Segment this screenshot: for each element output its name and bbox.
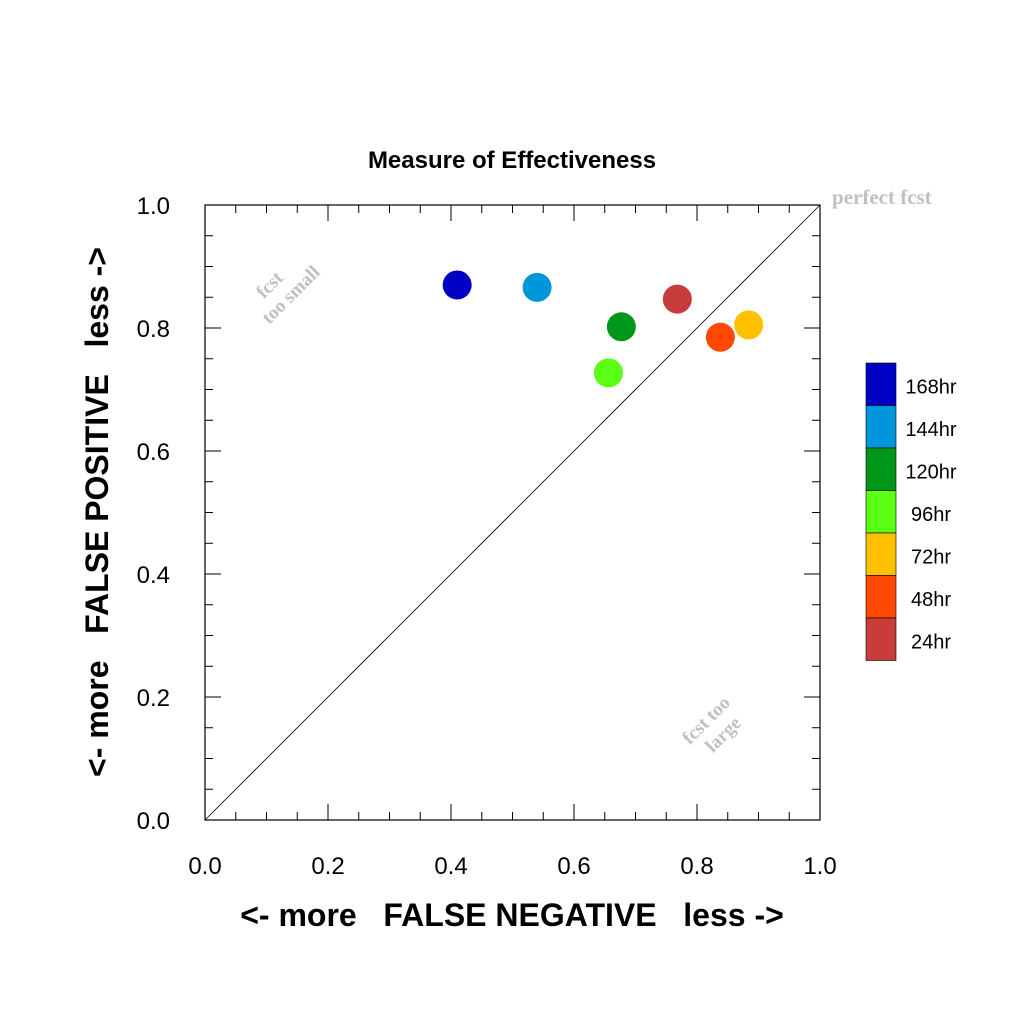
x-tick-label: 0.6 — [557, 853, 590, 880]
diagonal-reference-line — [204, 204, 821, 821]
x-tick-label: 0.8 — [680, 853, 713, 880]
point-168hr — [442, 270, 472, 300]
y-tick-label: 0.0 — [137, 808, 170, 835]
point-24hr — [662, 284, 692, 314]
x-tick-label: 0.2 — [311, 853, 344, 880]
legend-label-48hr: 48hr — [911, 589, 951, 611]
x-tick-label: 0.0 — [188, 853, 221, 880]
legend-swatch-48hr — [865, 575, 897, 619]
legend-label-24hr: 24hr — [911, 631, 951, 653]
legend-swatch-168hr — [865, 362, 897, 406]
y-tick-label: 0.8 — [137, 316, 170, 343]
legend-label-144hr: 144hr — [905, 419, 956, 441]
data-points — [442, 270, 764, 388]
y-tick-label: 0.4 — [137, 562, 170, 589]
legend-swatch-24hr — [865, 617, 897, 661]
legend-label-72hr: 72hr — [911, 546, 951, 568]
legend: 168hr 144hr 120hr 96hr 72hr 48hr 24hr — [865, 362, 957, 661]
legend-label-168hr: 168hr — [905, 376, 956, 398]
x-tick-label: 0.4 — [434, 853, 467, 880]
x-tick-label: 1.0 — [803, 853, 836, 880]
y-tick-label: 0.2 — [137, 685, 170, 712]
point-144hr — [522, 272, 552, 302]
annotation-fcst-too-large: fcst too large — [678, 692, 745, 756]
x-tick-labels: 0.0 0.2 0.4 0.6 0.8 1.0 — [188, 853, 836, 880]
legend-swatch-120hr — [865, 447, 897, 491]
annotation-perfect-fcst: perfect fcst — [832, 185, 932, 209]
y-tick-label: 0.6 — [137, 439, 170, 466]
point-72hr — [734, 310, 764, 340]
legend-label-120hr: 120hr — [905, 461, 956, 483]
x-axis-label: <- more FALSE NEGATIVE less -> — [240, 897, 784, 933]
y-tick-labels: 0.0 0.2 0.4 0.6 0.8 1.0 — [137, 193, 170, 835]
point-96hr — [593, 358, 623, 388]
point-48hr — [705, 322, 735, 352]
chart-title: Measure of Effectiveness — [368, 147, 656, 174]
legend-swatch-72hr — [865, 532, 897, 576]
legend-swatch-96hr — [865, 490, 897, 534]
annotation-fcst-too-small: fcst too small — [252, 262, 324, 329]
y-axis-label: <- more FALSE POSITIVE less -> — [79, 247, 115, 777]
legend-swatch-144hr — [865, 405, 897, 449]
axis-ticks — [204, 204, 821, 821]
legend-label-96hr: 96hr — [911, 504, 951, 526]
y-tick-label: 1.0 — [137, 193, 170, 220]
point-120hr — [606, 312, 636, 342]
